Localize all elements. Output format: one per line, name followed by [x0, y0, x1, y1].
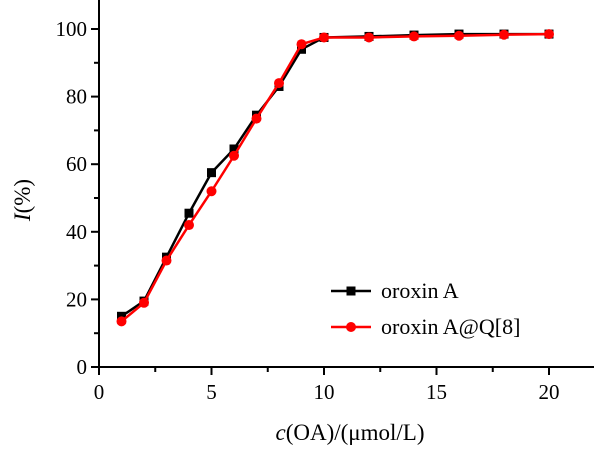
- data-point: [206, 186, 217, 197]
- legend-marker: [346, 286, 356, 296]
- legend-marker: [346, 322, 356, 332]
- data-point: [297, 44, 306, 54]
- data-point: [229, 150, 239, 161]
- y-tick-label: 40: [66, 220, 87, 244]
- data-point: [319, 32, 329, 43]
- y-tick-label: 20: [66, 287, 87, 311]
- y-tick-label: 60: [66, 152, 87, 176]
- x-tick-label: 10: [314, 380, 335, 404]
- series-line: [120, 32, 549, 318]
- legend: oroxin A oroxin A@Q[8]: [331, 278, 520, 339]
- x-tick-label: 15: [426, 380, 447, 404]
- series-1: [117, 29, 554, 321]
- data-point: [117, 311, 126, 321]
- data-point: [296, 39, 307, 50]
- series-layer: [116, 29, 554, 327]
- data-point: [139, 297, 149, 308]
- data-point: [229, 144, 239, 154]
- axes: 0 5 10 15 20 0 20 40 60 80 100: [56, 0, 594, 404]
- data-point: [116, 316, 127, 327]
- x-tick-label: 5: [206, 380, 217, 404]
- data-point: [499, 29, 509, 40]
- legend-label: oroxin A@Q[8]: [381, 314, 520, 339]
- legend-label: oroxin A: [381, 278, 459, 303]
- data-point: [454, 30, 464, 41]
- data-point: [161, 255, 172, 266]
- data-point: [364, 32, 374, 43]
- data-point: [184, 220, 194, 231]
- y-axis-label: I(%): [10, 179, 35, 222]
- data-point: [251, 113, 262, 124]
- x-tick-label: 20: [539, 380, 560, 404]
- data-point: [544, 29, 554, 40]
- y-tick-label: 100: [56, 17, 88, 41]
- data-point: [207, 168, 216, 178]
- data-point: [409, 31, 419, 42]
- x-axis-label: c(OA)/(μmol/L): [275, 420, 424, 445]
- series-2: [116, 29, 554, 327]
- series-line: [120, 32, 550, 323]
- y-tick-label: 80: [66, 85, 87, 109]
- x-tick-label: 0: [94, 380, 105, 404]
- y-tick-label: 0: [77, 355, 88, 379]
- data-point: [184, 208, 194, 218]
- data-point: [274, 78, 284, 89]
